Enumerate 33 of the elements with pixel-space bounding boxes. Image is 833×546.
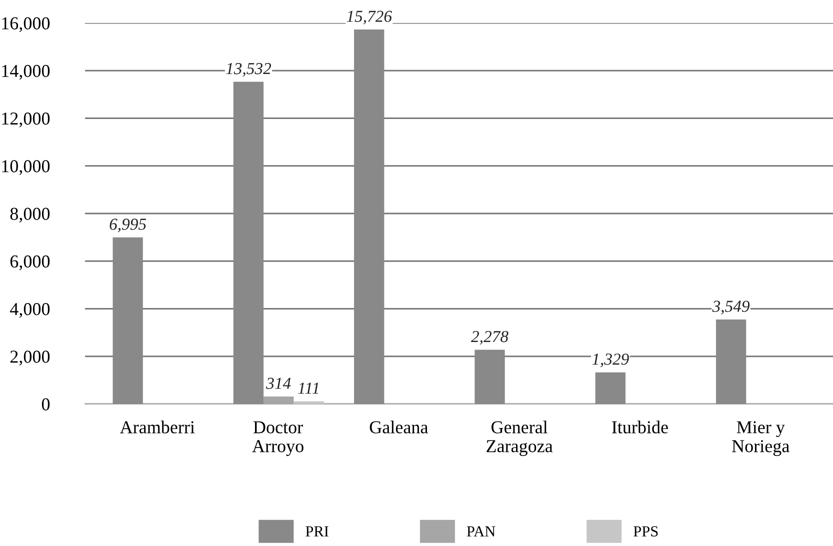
y-tick-label: 10,000 <box>2 160 50 175</box>
data-label: 2,278 <box>471 330 508 345</box>
x-tick-label: Doctor Arroyo <box>252 421 304 456</box>
y-tick-label: 14,000 <box>2 64 50 80</box>
x-tick-label: Galeana <box>370 420 428 434</box>
legend-label: PRI <box>306 526 328 536</box>
y-tick-label: 6,000 <box>10 255 50 270</box>
legend-label: PPS <box>634 526 658 537</box>
x-tick-label: Iturbide <box>612 420 668 434</box>
y-tick-label: 4,000 <box>10 303 50 318</box>
data-label: 15,726 <box>346 10 392 24</box>
y-tick-label: 12,000 <box>2 112 50 128</box>
data-label: 1,329 <box>592 354 629 368</box>
data-label: 3,549 <box>712 300 750 314</box>
y-tick-label: 16,000 <box>2 17 50 32</box>
x-tick-label: General Zaragoza <box>486 420 553 456</box>
bar <box>354 30 384 404</box>
data-label: 6,995 <box>110 218 146 232</box>
x-tick-label: Aramberri <box>120 420 195 434</box>
y-tick-label: 0 <box>42 398 50 410</box>
data-label: 13,532 <box>226 63 272 77</box>
bar <box>474 350 505 404</box>
data-label: 111 <box>298 382 318 394</box>
data-label: 314 <box>266 378 291 389</box>
bar <box>112 237 143 404</box>
y-tick-label: 2,000 <box>10 350 50 366</box>
bar <box>595 372 626 404</box>
bar <box>716 319 746 404</box>
bar <box>294 401 324 404</box>
legend-label: PAN <box>466 526 496 536</box>
bar <box>233 82 264 404</box>
y-tick-label: 8,000 <box>10 208 50 223</box>
x-tick-label: Mier y Noriega <box>732 421 790 456</box>
